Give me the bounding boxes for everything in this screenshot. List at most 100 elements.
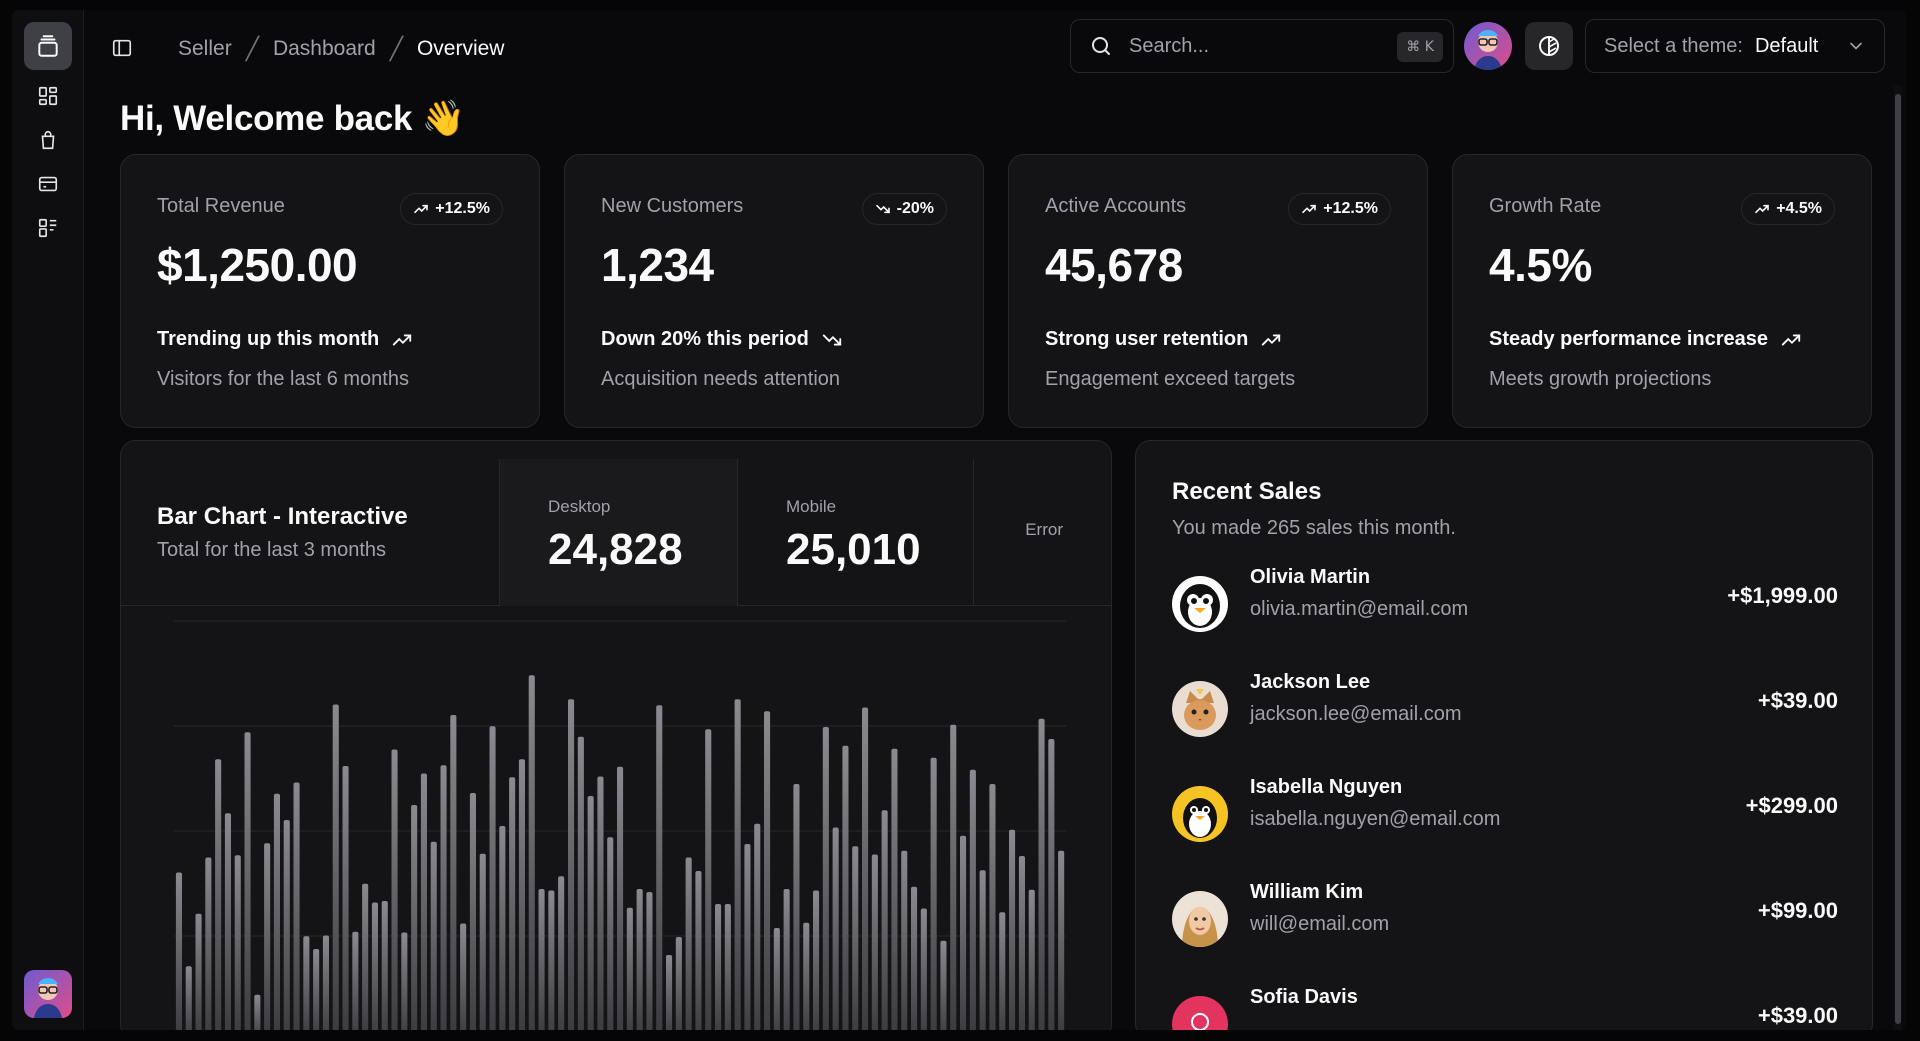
chart-bar[interactable]: [460, 923, 467, 1031]
chart-bar[interactable]: [479, 853, 486, 1030]
chart-bar[interactable]: [528, 675, 535, 1030]
chart-bar[interactable]: [430, 841, 437, 1030]
chart-bar[interactable]: [420, 773, 427, 1031]
chart-bar[interactable]: [813, 890, 820, 1031]
tab-error[interactable]: Error: [973, 459, 1111, 606]
chart-bar[interactable]: [881, 810, 888, 1030]
theme-toggle-icon[interactable]: [1525, 22, 1573, 70]
chart-bar[interactable]: [842, 745, 849, 1030]
chart-bar[interactable]: [1058, 850, 1065, 1030]
chart-bar[interactable]: [362, 883, 369, 1030]
chart-bar[interactable]: [293, 782, 300, 1031]
chart-bar[interactable]: [215, 759, 222, 1030]
chart-bar[interactable]: [224, 813, 231, 1030]
chart-bar[interactable]: [577, 736, 584, 1030]
list-item[interactable]: Olivia Martin olivia.martin@email.com +$…: [1172, 566, 1838, 636]
chart-bar[interactable]: [607, 837, 614, 1030]
chart-bar[interactable]: [685, 857, 692, 1031]
chart-bar[interactable]: [636, 889, 643, 1030]
breadcrumb-dashboard[interactable]: Dashboard: [272, 37, 376, 60]
chart-bar[interactable]: [352, 931, 359, 1030]
chart-bar[interactable]: [401, 932, 408, 1031]
search-input[interactable]: Search... ⌘ K: [1070, 19, 1454, 73]
chart-bar[interactable]: [666, 955, 673, 1030]
chart-bar[interactable]: [675, 937, 682, 1030]
chart-bar[interactable]: [793, 784, 800, 1030]
chart-bar[interactable]: [734, 699, 741, 1030]
chart-bar[interactable]: [764, 711, 771, 1030]
chart-bar[interactable]: [656, 705, 663, 1030]
chart-bar[interactable]: [705, 729, 712, 1030]
page-scrollbar[interactable]: [1894, 86, 1902, 1030]
chart-bar[interactable]: [715, 904, 722, 1030]
tab-mobile[interactable]: Mobile 25,010: [737, 459, 973, 606]
list-item[interactable]: William Kim will@email.com +$99.00: [1172, 881, 1838, 951]
chart-bar[interactable]: [489, 726, 496, 1030]
chart-bar[interactable]: [195, 913, 202, 1030]
chart-bar[interactable]: [322, 935, 329, 1031]
chart-bar[interactable]: [960, 835, 967, 1030]
chart-bar[interactable]: [901, 850, 908, 1030]
chart-bar[interactable]: [940, 940, 947, 1030]
chart-bar[interactable]: [381, 901, 388, 1030]
list-item[interactable]: Isabella Nguyen isabella.nguyen@email.co…: [1172, 776, 1838, 846]
chart-bar[interactable]: [450, 715, 457, 1030]
user-avatar-icon[interactable]: [24, 970, 72, 1018]
chart-bar[interactable]: [185, 966, 192, 1030]
sidebar-item-credit-card-icon[interactable]: [34, 170, 62, 198]
chart-bar[interactable]: [244, 732, 251, 1030]
chart-bar[interactable]: [695, 871, 702, 1030]
chart-bar[interactable]: [911, 886, 918, 1030]
chart-bar[interactable]: [626, 907, 633, 1030]
tab-desktop[interactable]: Desktop 24,828: [499, 459, 737, 606]
chart-bar[interactable]: [558, 876, 565, 1030]
chart-bar[interactable]: [862, 707, 869, 1031]
list-item[interactable]: Sofia Davis +$39.00: [1172, 986, 1838, 1030]
chart-bar[interactable]: [587, 796, 594, 1030]
chart-bar[interactable]: [371, 902, 378, 1031]
sidebar-item-kanban-icon[interactable]: [34, 214, 62, 242]
chart-bar[interactable]: [1048, 739, 1055, 1030]
chart-bar[interactable]: [803, 922, 810, 1030]
chart-bar[interactable]: [754, 823, 761, 1030]
chart-bar[interactable]: [920, 908, 927, 1031]
chart-bar[interactable]: [1028, 889, 1035, 1030]
breadcrumb-seller[interactable]: Seller: [178, 37, 232, 60]
chart-bar[interactable]: [273, 793, 280, 1030]
chart-bar[interactable]: [950, 724, 957, 1030]
chart-bar[interactable]: [1038, 718, 1045, 1030]
chart-bar[interactable]: [979, 870, 986, 1030]
chart-bar[interactable]: [617, 766, 624, 1030]
chart-bar[interactable]: [989, 784, 996, 1030]
chart-bar[interactable]: [391, 749, 398, 1031]
profile-avatar-icon[interactable]: [1464, 22, 1512, 70]
chart-bar[interactable]: [871, 854, 878, 1031]
chart-bar[interactable]: [773, 928, 780, 1030]
chart-bar[interactable]: [313, 949, 320, 1030]
chart-bar[interactable]: [646, 892, 653, 1030]
chart-bar[interactable]: [969, 769, 976, 1030]
chart-bar[interactable]: [254, 994, 261, 1030]
sidebar-item-shopping-bag-icon[interactable]: [34, 126, 62, 154]
chart-bar[interactable]: [822, 727, 829, 1030]
chart-bar[interactable]: [538, 889, 545, 1030]
chart-bar[interactable]: [568, 699, 575, 1030]
chart-bar[interactable]: [332, 704, 339, 1031]
chart-bar[interactable]: [597, 776, 604, 1031]
chart-bar[interactable]: [1009, 829, 1016, 1030]
chart-bar[interactable]: [175, 872, 182, 1031]
chart-bar[interactable]: [744, 844, 751, 1030]
list-item[interactable]: Jackson Lee jackson.lee@email.com +$39.0…: [1172, 671, 1838, 741]
chart-bar[interactable]: [832, 827, 839, 1031]
chart-bar[interactable]: [930, 757, 937, 1030]
chart-bar[interactable]: [303, 936, 310, 1030]
chart-bar[interactable]: [783, 889, 790, 1030]
chart-bar[interactable]: [852, 846, 859, 1030]
chart-bar[interactable]: [469, 793, 476, 1030]
scrollbar-thumb[interactable]: [1895, 94, 1901, 1024]
chart-bar[interactable]: [518, 759, 525, 1030]
chart-bar[interactable]: [342, 766, 349, 1030]
chart-bar[interactable]: [411, 805, 418, 1030]
sidebar-toggle-icon[interactable]: [108, 34, 136, 62]
chart-bar[interactable]: [999, 912, 1006, 1030]
